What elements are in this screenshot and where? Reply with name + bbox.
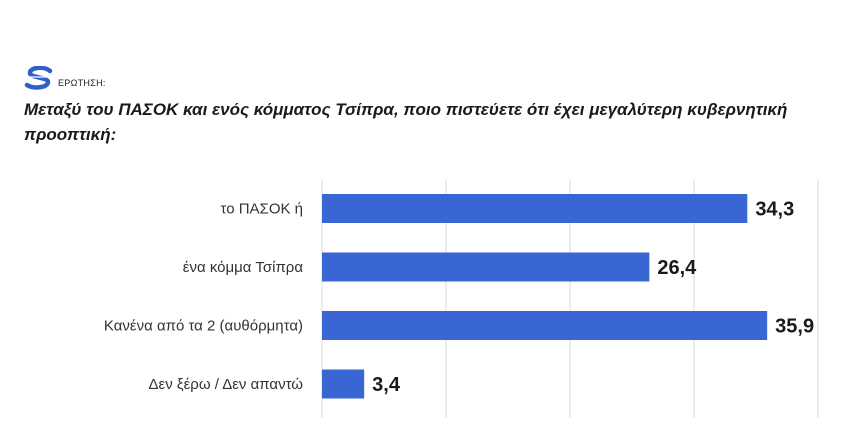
labels: το ΠΑΣΟΚ ή 34,3 ένα κόμμα Τσίπρα 26,4 Κανένα…	[104, 199, 814, 397]
question-text: Μεταξύ του ΠΑΣΟΚ και ενός κόμματος Τσίπρ…	[24, 100, 788, 144]
bar	[322, 369, 365, 399]
value-label: 34,3	[755, 199, 794, 221]
value-label: 35,9	[775, 316, 814, 338]
bar	[322, 252, 650, 282]
value-label: 26,4	[657, 257, 697, 279]
category-label: ένα κόμμα Τσίπρα	[183, 259, 304, 276]
category-label: Δεν ξέρω / Δεν απαντώ	[149, 376, 304, 393]
category-label: το ΠΑΣΟΚ ή	[220, 201, 303, 218]
bar	[322, 194, 748, 223]
s-logo-icon	[24, 66, 53, 90]
bars	[322, 194, 768, 399]
question-label: ΕΡΩΤΗΣΗ:	[58, 78, 106, 88]
value-label: 3,4	[372, 374, 401, 396]
category-label: Κανένα από τα 2 (αυθόρμητα)	[104, 318, 303, 335]
bar	[322, 311, 768, 340]
